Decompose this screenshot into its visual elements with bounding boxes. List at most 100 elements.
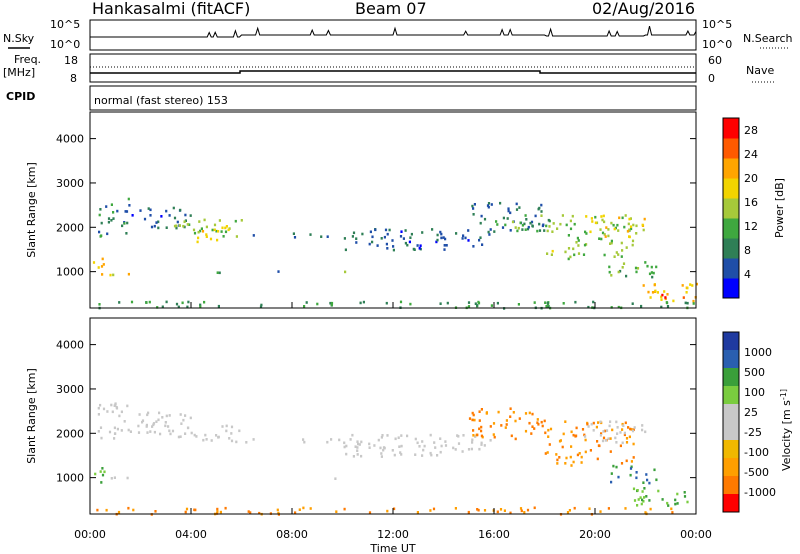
data-cell: [302, 506, 305, 510]
data-cell: [330, 438, 333, 441]
data-cell: [533, 427, 536, 430]
data-cell: [213, 228, 216, 232]
data-cell: [234, 219, 237, 223]
data-cell: [195, 435, 198, 438]
data-cell: [116, 427, 119, 431]
data-cell: [157, 418, 160, 422]
power-panel: 1000 2000 3000 4000 Slant Range [km]: [25, 111, 698, 310]
data-cell: [98, 303, 101, 306]
data-cell: [179, 413, 182, 416]
data-cell: [334, 477, 337, 480]
data-cell: [309, 507, 312, 510]
data-cell: [577, 252, 581, 255]
data-cell: [523, 222, 526, 226]
data-cell: [444, 440, 447, 443]
data-cell: [575, 241, 578, 244]
data-cell: [359, 301, 362, 305]
data-cell: [540, 210, 543, 213]
data-cell: [528, 411, 531, 415]
data-cell: [529, 221, 532, 225]
colorbar-swatch: [723, 158, 739, 179]
data-cell: [101, 257, 104, 261]
data-cell: [548, 443, 551, 446]
data-cell: [400, 444, 403, 448]
data-cell: [476, 508, 479, 511]
data-cell: [204, 433, 207, 437]
data-cell: [410, 232, 413, 236]
data-cell: [599, 434, 602, 437]
data-cell: [574, 435, 577, 438]
data-cell: [184, 432, 187, 435]
data-cell: [376, 244, 379, 247]
data-cell: [486, 204, 490, 207]
data-cell: [573, 506, 576, 510]
data-cell: [344, 270, 347, 274]
data-cell: [546, 301, 549, 305]
data-cell: [667, 504, 670, 507]
data-cell: [316, 302, 319, 306]
data-cell: [164, 424, 167, 428]
data-cell: [431, 228, 434, 231]
data-cell: [126, 221, 129, 225]
data-cell: [141, 420, 144, 424]
data-cell: [490, 203, 493, 206]
nave-tick-bottom: 0: [708, 72, 715, 85]
data-cell: [418, 445, 421, 448]
data-cell: [660, 298, 663, 301]
data-cell: [355, 241, 358, 244]
data-cell: [440, 232, 443, 236]
data-cell: [556, 227, 559, 230]
data-cell: [414, 453, 417, 456]
data-cell: [479, 236, 482, 239]
data-cell: [454, 507, 457, 510]
data-cell: [584, 450, 587, 454]
velocity-y-ticks: 1000 2000 3000 4000: [56, 339, 696, 485]
data-cell: [480, 429, 483, 433]
data-cell: [154, 510, 157, 513]
data-cell: [670, 507, 673, 511]
data-cell: [607, 234, 610, 238]
data-cell: [102, 407, 106, 411]
data-cell: [219, 510, 222, 514]
y-tick-label: 4000: [56, 133, 84, 146]
data-cell: [187, 300, 190, 304]
data-cell: [577, 244, 580, 247]
data-cell: [473, 203, 476, 206]
data-cell: [421, 231, 424, 234]
data-cell: [489, 228, 492, 231]
data-cell: [386, 509, 389, 513]
data-cell: [492, 433, 495, 436]
data-cell: [569, 455, 572, 459]
data-cell: [392, 248, 395, 252]
data-cell: [630, 465, 633, 469]
power-y-ticks: 1000 2000 3000 4000: [56, 133, 696, 279]
data-cell: [645, 473, 648, 476]
data-cell: [220, 230, 223, 233]
velocity-data-cells: [94, 402, 689, 516]
colorbar-tick-label: 8: [744, 244, 751, 257]
data-cell: [471, 204, 474, 208]
data-cell: [145, 423, 148, 427]
data-cell: [531, 425, 534, 428]
colorbar-swatch: [723, 458, 739, 477]
colorbar-swatch: [723, 350, 739, 369]
data-cell: [585, 232, 588, 235]
data-cell: [216, 507, 219, 511]
data-cell: [524, 412, 528, 415]
data-cell: [108, 430, 112, 434]
data-cell: [630, 428, 633, 431]
data-cell: [635, 232, 638, 235]
data-cell: [526, 227, 530, 231]
data-cell: [584, 435, 587, 438]
data-cell: [655, 478, 658, 482]
data-cell: [452, 446, 455, 450]
data-cell: [150, 225, 154, 229]
data-cell: [504, 426, 507, 429]
data-cell: [432, 507, 436, 511]
data-cell: [103, 470, 106, 474]
data-cell: [100, 221, 103, 225]
data-cell: [520, 509, 523, 513]
data-cell: [651, 275, 654, 279]
colorbar-tick-label: 1000: [744, 346, 772, 359]
data-cell: [298, 508, 301, 511]
